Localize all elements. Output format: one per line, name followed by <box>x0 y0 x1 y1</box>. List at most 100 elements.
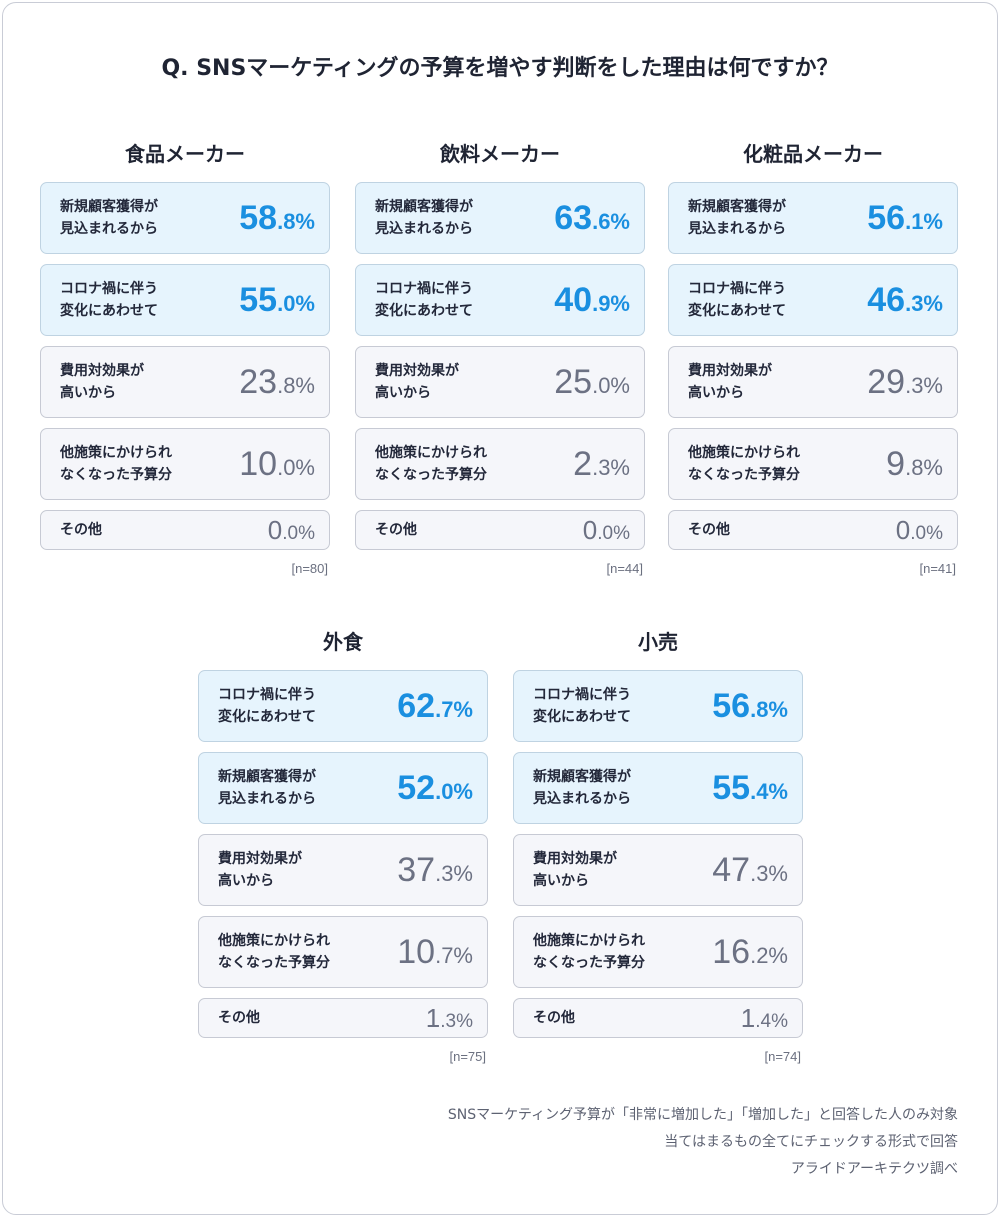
answer-label: 費用対効果が 高いから <box>375 363 459 401</box>
answer-percentage: 55.0% <box>239 283 315 317</box>
percentage-integer: 56 <box>712 687 751 725</box>
answer-label: コロナ禍に伴う 変化にあわせて <box>533 687 631 725</box>
answer-percentage: 0.0% <box>268 517 315 543</box>
question-title: Q. SNSマーケティングの予算を増やす判断をした理由は何ですか？ <box>161 56 839 81</box>
answer-card: 他施策にかけられ なくなった予算分 10.0% <box>40 428 330 500</box>
percentage-integer: 40 <box>554 281 593 319</box>
percentage-decimal: .0% <box>277 455 315 480</box>
answer-percentage: 56.8% <box>712 689 788 723</box>
answer-card: 新規顧客獲得が 見込まれるから 63.6% <box>355 182 645 254</box>
percentage-decimal: .4% <box>750 779 788 804</box>
answer-percentage: 0.0% <box>583 517 630 543</box>
answer-percentage: 10.7% <box>397 935 473 969</box>
percentage-integer: 1 <box>425 1003 441 1033</box>
percentage-decimal: .9% <box>592 291 630 316</box>
percentage-integer: 62 <box>397 687 436 725</box>
answer-percentage: 0.0% <box>896 517 943 543</box>
answer-card: 費用対効果が 高いから 23.8% <box>40 346 330 418</box>
answer-label: 他施策にかけられ なくなった予算分 <box>218 933 330 971</box>
answer-label: その他 <box>533 1010 575 1026</box>
answer-card: 他施策にかけられ なくなった予算分 10.7% <box>198 916 488 988</box>
answer-card: 費用対効果が 高いから 25.0% <box>355 346 645 418</box>
answer-card: コロナ禍に伴う 変化にあわせて 56.8% <box>513 670 803 742</box>
sample-size: [n=80] <box>291 561 328 576</box>
answer-label: 新規顧客獲得が 見込まれるから <box>375 199 473 237</box>
answer-card: コロナ禍に伴う 変化にあわせて 55.0% <box>40 264 330 336</box>
percentage-decimal: .3% <box>905 373 943 398</box>
percentage-decimal: .0% <box>282 523 315 544</box>
panel-title: 飲料メーカー <box>440 142 560 166</box>
answer-percentage: 58.8% <box>239 201 315 235</box>
answer-percentage: 40.9% <box>554 283 630 317</box>
answer-percentage: 10.0% <box>239 447 315 481</box>
percentage-decimal: .0% <box>910 523 943 544</box>
percentage-integer: 58 <box>239 199 278 237</box>
percentage-decimal: .3% <box>592 455 630 480</box>
answer-label: 費用対効果が 高いから <box>688 363 772 401</box>
answer-card: 新規顧客獲得が 見込まれるから 52.0% <box>198 752 488 824</box>
percentage-decimal: .0% <box>277 291 315 316</box>
percentage-integer: 55 <box>239 281 278 319</box>
panel-title: 食品メーカー <box>125 142 245 166</box>
answer-label: コロナ禍に伴う 変化にあわせて <box>375 281 473 319</box>
percentage-decimal: .8% <box>905 455 943 480</box>
answer-percentage: 37.3% <box>397 853 473 887</box>
answer-label: 費用対効果が 高いから <box>218 851 302 889</box>
answer-label: 他施策にかけられ なくなった予算分 <box>375 445 487 483</box>
answer-card: コロナ禍に伴う 変化にあわせて 62.7% <box>198 670 488 742</box>
sample-size: [n=74] <box>764 1049 801 1064</box>
answer-card: 費用対効果が 高いから 37.3% <box>198 834 488 906</box>
answer-percentage: 23.8% <box>239 365 315 399</box>
percentage-integer: 2 <box>573 445 593 483</box>
percentage-decimal: .6% <box>592 209 630 234</box>
answer-percentage: 52.0% <box>397 771 473 805</box>
note-source: アライドアーキテクツ調べ <box>790 1161 958 1177</box>
percentage-integer: 56 <box>867 199 906 237</box>
percentage-integer: 0 <box>582 515 598 545</box>
sample-size: [n=41] <box>919 561 956 576</box>
percentage-decimal: .1% <box>905 209 943 234</box>
answer-label: 新規顧客獲得が 見込まれるから <box>218 769 316 807</box>
note-method: 当てはまるもの全てにチェックする形式で回答 <box>664 1134 958 1150</box>
percentage-integer: 10 <box>397 933 436 971</box>
answer-percentage: 2.3% <box>573 447 630 481</box>
answer-card: 他施策にかけられ なくなった予算分 2.3% <box>355 428 645 500</box>
answer-label: 他施策にかけられ なくなった予算分 <box>688 445 800 483</box>
answer-card: その他 0.0% <box>355 510 645 550</box>
percentage-integer: 47 <box>712 851 751 889</box>
percentage-integer: 9 <box>886 445 906 483</box>
percentage-integer: 23 <box>239 363 278 401</box>
percentage-integer: 46 <box>867 281 906 319</box>
percentage-integer: 55 <box>712 769 751 807</box>
answer-card: 新規顧客獲得が 見込まれるから 55.4% <box>513 752 803 824</box>
percentage-integer: 52 <box>397 769 436 807</box>
answer-percentage: 62.7% <box>397 689 473 723</box>
answer-percentage: 47.3% <box>712 853 788 887</box>
answer-percentage: 56.1% <box>867 201 943 235</box>
percentage-decimal: .4% <box>755 1011 788 1032</box>
percentage-decimal: .0% <box>435 779 473 804</box>
answer-percentage: 63.6% <box>554 201 630 235</box>
answer-card: その他 0.0% <box>668 510 958 550</box>
answer-card: 費用対効果が 高いから 29.3% <box>668 346 958 418</box>
answer-label: 費用対効果が 高いから <box>533 851 617 889</box>
answer-percentage: 29.3% <box>867 365 943 399</box>
answer-label: コロナ禍に伴う 変化にあわせて <box>688 281 786 319</box>
percentage-integer: 0 <box>895 515 911 545</box>
answer-label: 新規顧客獲得が 見込まれるから <box>60 199 158 237</box>
percentage-decimal: .8% <box>277 209 315 234</box>
panel-title: 外食 <box>323 630 363 654</box>
percentage-integer: 63 <box>554 199 593 237</box>
answer-card: その他 1.4% <box>513 998 803 1038</box>
percentage-integer: 25 <box>554 363 593 401</box>
answer-label: その他 <box>60 522 102 538</box>
answer-card: 他施策にかけられ なくなった予算分 16.2% <box>513 916 803 988</box>
answer-label: 費用対効果が 高いから <box>60 363 144 401</box>
answer-card: 費用対効果が 高いから 47.3% <box>513 834 803 906</box>
answer-percentage: 1.3% <box>426 1005 473 1031</box>
answer-label: 新規顧客獲得が 見込まれるから <box>688 199 786 237</box>
answer-card: 新規顧客獲得が 見込まれるから 58.8% <box>40 182 330 254</box>
answer-percentage: 46.3% <box>867 283 943 317</box>
answer-label: その他 <box>218 1010 260 1026</box>
answer-percentage: 25.0% <box>554 365 630 399</box>
